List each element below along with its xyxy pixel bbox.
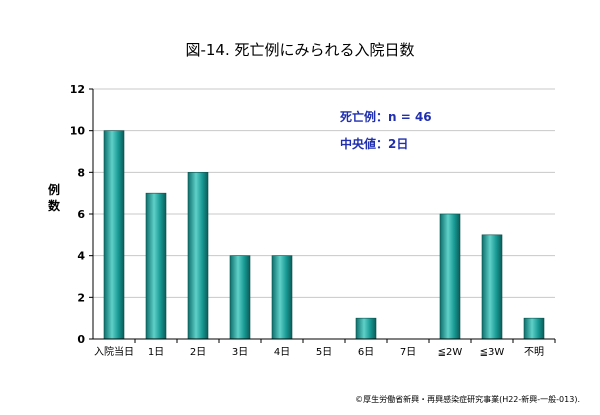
bar-1 xyxy=(145,192,167,340)
bar-0 xyxy=(103,130,125,340)
category-label-10: 不明 xyxy=(524,346,544,358)
bar-6 xyxy=(355,317,377,340)
credit-text: ©厚生労働省新興・再興感染症研究事業(H22-新興-一般-013). xyxy=(355,394,580,404)
category-label-8: ≦2W xyxy=(438,347,463,358)
y-tick-label: 10 xyxy=(70,125,86,138)
category-label-6: 6日 xyxy=(358,347,374,358)
bar-10 xyxy=(523,317,545,340)
category-label-5: 5日 xyxy=(316,347,332,358)
y-tick-label: 4 xyxy=(77,250,85,263)
bar-9 xyxy=(481,234,503,340)
y-axis-label-2: 数 xyxy=(48,198,61,213)
category-label-7: 7日 xyxy=(400,347,416,358)
category-label-0: 入院当日 xyxy=(94,345,134,358)
category-label-3: 3日 xyxy=(232,347,248,358)
chart-title: 図-14. 死亡例にみられる入院日数 xyxy=(185,41,414,59)
bar-4 xyxy=(271,255,293,340)
gridlines xyxy=(93,88,555,298)
annotation-n: 死亡例：n = 46 xyxy=(340,109,432,124)
category-label-2: 2日 xyxy=(190,347,206,358)
category-labels: 入院当日 1日 2日 3日 4日 5日 6日 7日 ≦2W ≦3W 不明 xyxy=(94,339,556,358)
category-label-1: 1日 xyxy=(148,347,164,358)
y-tick-label: 6 xyxy=(77,208,85,221)
y-tick-label: 2 xyxy=(77,291,85,304)
y-tick-label: 8 xyxy=(77,166,85,179)
annotation-median: 中央値：2日 xyxy=(340,136,408,151)
category-label-9: ≦3W xyxy=(480,347,505,358)
bar-8 xyxy=(439,213,461,340)
bar-2 xyxy=(187,172,209,340)
bar-3 xyxy=(229,255,251,340)
y-axis-label-1: 例 xyxy=(48,182,60,197)
y-tick-labels: 0 2 4 6 8 10 12 xyxy=(70,83,93,346)
y-tick-label: 12 xyxy=(70,83,85,96)
y-tick-label: 0 xyxy=(77,333,85,346)
bars xyxy=(103,130,545,340)
category-label-4: 4日 xyxy=(274,347,290,358)
